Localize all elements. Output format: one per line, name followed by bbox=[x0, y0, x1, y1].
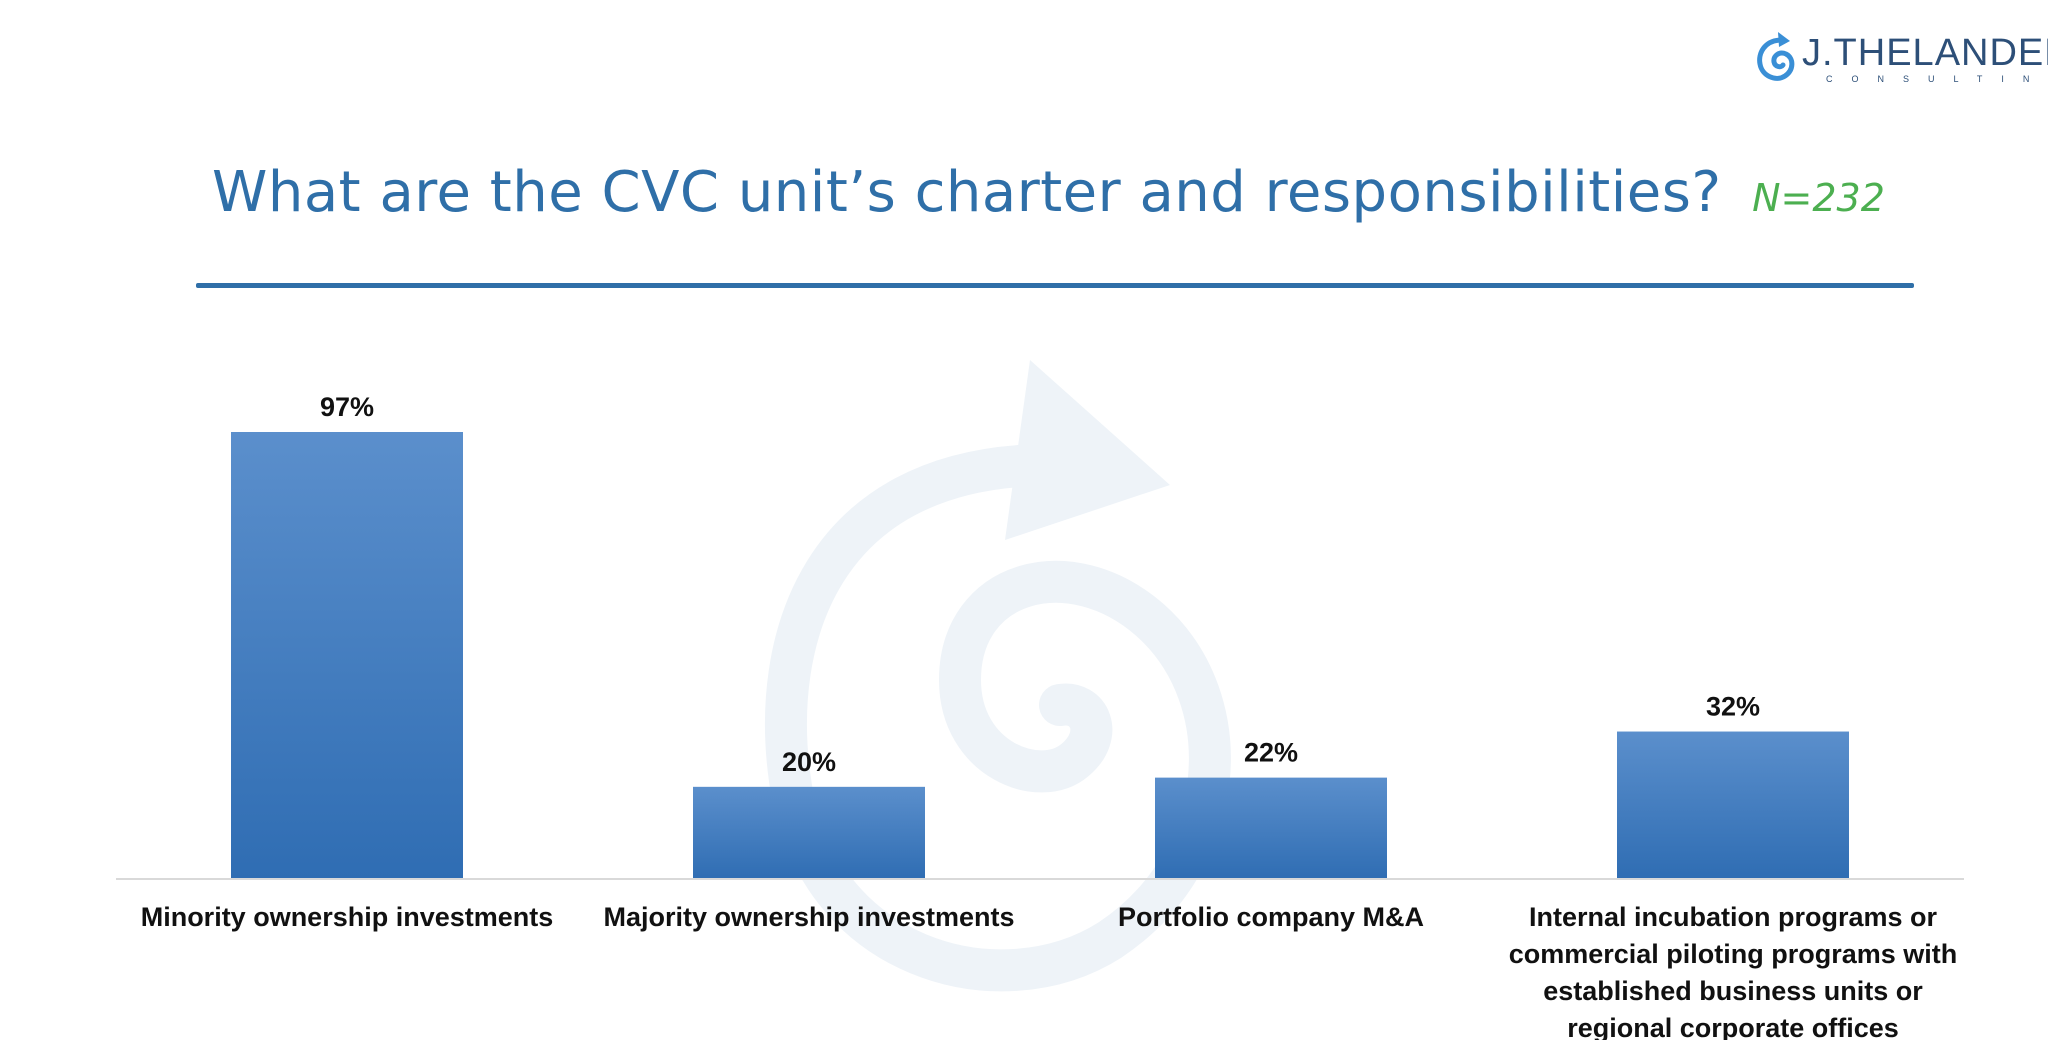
logo-subtitle: CONSULTING bbox=[1826, 74, 2048, 84]
data-label-3: 22% bbox=[1244, 738, 1298, 768]
category-label-2: Majority ownership investments bbox=[603, 902, 1014, 932]
data-label-2: 20% bbox=[782, 747, 836, 777]
title-row: What are the CVC unit’s charter and resp… bbox=[212, 160, 1885, 225]
spiral-arrow-icon bbox=[1757, 32, 1795, 81]
data-label-1: 97% bbox=[320, 392, 374, 422]
bar-4 bbox=[1617, 731, 1849, 879]
logo-name: J.THELANDER bbox=[1802, 32, 2048, 74]
sample-size: N=232 bbox=[1752, 176, 1885, 220]
bar-3 bbox=[1155, 777, 1387, 879]
bar-1 bbox=[231, 432, 463, 879]
bars-layer bbox=[231, 432, 1849, 879]
labels-layer: 97% Minority ownership investments 20% Majo… bbox=[141, 392, 1958, 1040]
page-title: What are the CVC unit’s charter and resp… bbox=[212, 160, 1722, 225]
bar-2 bbox=[693, 786, 925, 879]
title-divider bbox=[196, 283, 1914, 288]
company-logo: J.THELANDER CONSULTING bbox=[1752, 30, 2048, 86]
category-label-1: Minority ownership investments bbox=[141, 902, 554, 932]
data-label-4: 32% bbox=[1706, 692, 1760, 722]
category-label-3: Portfolio company M&A bbox=[1118, 902, 1424, 932]
category-label-4: Internal incubation programs or commercia… bbox=[1509, 902, 1958, 1040]
